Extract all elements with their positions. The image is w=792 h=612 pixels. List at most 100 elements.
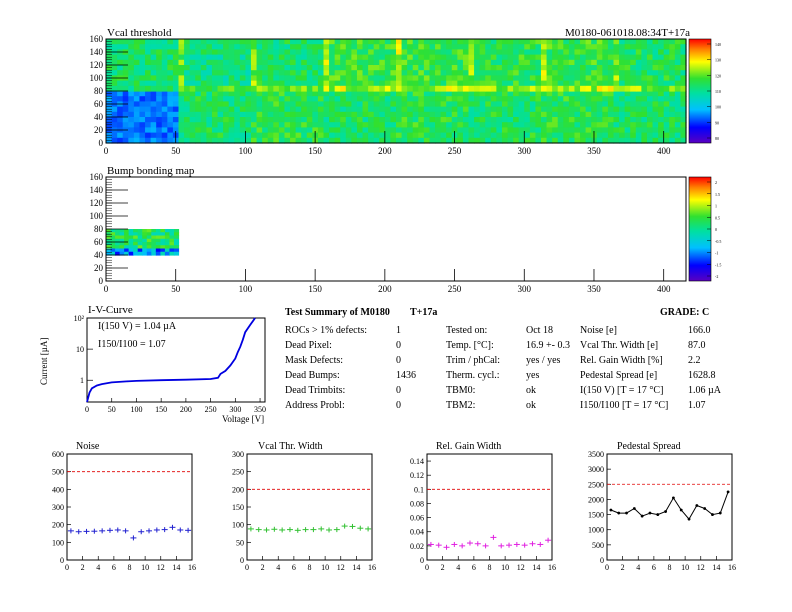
- heatmap-cell: [507, 106, 514, 113]
- heatmap-cell: [529, 106, 537, 113]
- heatmap-cell: [390, 101, 397, 108]
- heatmap-cell: [384, 106, 392, 113]
- heatmap-cell: [396, 132, 403, 139]
- heatmap-cell: [435, 101, 442, 108]
- heatmap-cell: [619, 132, 626, 139]
- heatmap-cell: [267, 75, 274, 82]
- heatmap-cell: [373, 49, 380, 56]
- heatmap-cell: [273, 117, 280, 123]
- heatmap-cell: [384, 96, 392, 102]
- heatmap-cell: [490, 117, 497, 123]
- heatmap-cell: [407, 85, 414, 92]
- heatmap-cell: [133, 96, 141, 102]
- summary-row-label: Pedestal Spread [e]: [580, 370, 658, 381]
- heatmap-cell: [596, 91, 603, 97]
- x-tick-label: 300: [229, 405, 241, 414]
- heatmap-cell: [496, 117, 503, 123]
- heatmap-cell: [507, 44, 514, 50]
- heatmap-cell: [156, 91, 163, 97]
- heatmap-cell: [195, 44, 202, 50]
- data-point: [648, 511, 652, 515]
- heatmap-cell: [161, 70, 168, 76]
- heatmap-cell: [646, 70, 654, 76]
- heatmap-cell: [351, 44, 358, 50]
- heatmap-cell: [535, 137, 542, 144]
- heatmap-cell: [111, 91, 118, 97]
- x-tick-label: 400: [657, 146, 671, 156]
- heatmap-cell: [189, 137, 196, 144]
- heatmap-cell: [133, 251, 139, 256]
- heatmap-cell: [145, 39, 152, 45]
- heatmap-cell: [128, 75, 135, 82]
- heatmap-cell: [619, 75, 626, 82]
- heatmap-cell: [563, 91, 570, 97]
- heatmap-cell: [306, 106, 313, 113]
- heatmap-cell: [150, 111, 157, 118]
- heatmap-cell: [552, 111, 559, 118]
- heatmap-cell: [412, 137, 419, 144]
- heatmap-cell: [630, 106, 637, 113]
- heatmap-cell: [117, 54, 124, 61]
- heatmap-cell: [479, 49, 486, 56]
- heatmap-cell: [658, 106, 665, 113]
- heatmap-cell: [290, 39, 297, 45]
- heatmap-cell: [362, 122, 369, 128]
- heatmap-cell: [658, 39, 665, 45]
- heatmap-cell: [217, 44, 224, 50]
- heatmap-cell: [323, 49, 330, 56]
- heatmap-cell: [161, 85, 168, 92]
- heatmap-cell: [306, 80, 313, 87]
- heatmap-cell: [390, 96, 397, 102]
- heatmap-cell: [362, 101, 369, 108]
- heatmap-cell: [323, 75, 330, 82]
- heatmap-cell: [412, 70, 419, 76]
- heatmap-cell: [513, 101, 520, 108]
- heatmap-cell: [145, 44, 152, 50]
- heatmap-cell: [317, 65, 325, 71]
- heatmap-cell: [501, 54, 509, 61]
- heatmap-cell: [200, 70, 207, 76]
- heatmap-cell: [340, 132, 347, 139]
- heatmap-cell: [630, 117, 637, 123]
- heatmap-cell: [390, 122, 397, 128]
- heatmap-cell: [251, 44, 258, 50]
- heatmap-cell: [602, 96, 609, 102]
- heatmap-cell: [362, 49, 369, 56]
- heatmap-cell: [206, 106, 213, 113]
- heatmap-cell: [641, 65, 648, 71]
- heatmap-cell: [663, 91, 670, 97]
- heatmap-cell: [290, 91, 297, 97]
- heatmap-cell: [669, 65, 676, 71]
- heatmap-cell: [106, 65, 113, 71]
- heatmap-cell: [479, 96, 486, 102]
- heatmap-cell: [680, 101, 687, 108]
- heatmap-cell: [189, 111, 196, 118]
- heatmap-cell: [591, 96, 598, 102]
- heatmap-cell: [635, 70, 642, 76]
- heatmap-cell: [396, 39, 403, 45]
- heatmap-cell: [546, 96, 553, 102]
- heatmap-cell: [451, 65, 458, 71]
- y-tick-label: 250: [232, 468, 244, 477]
- data-point: [687, 517, 691, 521]
- heatmap-cell: [619, 137, 626, 144]
- heatmap-cell: [137, 245, 143, 250]
- summary-row-label: Mask Defects:: [285, 355, 344, 366]
- heatmap-cell: [206, 44, 213, 50]
- heatmap-cell: [160, 248, 166, 253]
- iv-annotation-current: I(150 V) = 1.04 µA: [98, 321, 177, 332]
- noise-plot-title: Noise: [76, 441, 100, 452]
- heatmap-cell: [362, 75, 369, 82]
- heatmap-cell: [128, 111, 135, 118]
- heatmap-cell: [479, 122, 486, 128]
- heatmap-cell: [635, 111, 642, 118]
- heatmap-cell: [641, 111, 648, 118]
- heatmap-cell: [139, 39, 146, 45]
- heatmap-cell: [373, 137, 380, 144]
- heatmap-cell: [596, 85, 603, 92]
- heatmap-cell: [161, 117, 168, 123]
- heatmap-cell: [529, 127, 537, 134]
- heatmap-cell: [384, 75, 392, 82]
- heatmap-cell: [239, 39, 247, 45]
